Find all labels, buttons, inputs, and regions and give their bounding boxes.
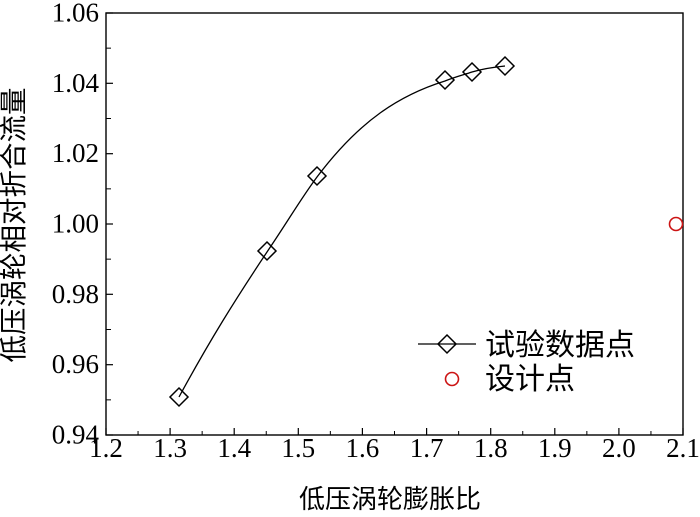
svg-text:1.06: 1.06 [52, 0, 99, 28]
svg-text:设计点: 设计点 [485, 363, 575, 396]
svg-text:低压涡轮膨胀比: 低压涡轮膨胀比 [299, 485, 481, 514]
svg-text:1.02: 1.02 [52, 138, 99, 168]
svg-text:1.9: 1.9 [538, 433, 572, 463]
svg-text:0.98: 0.98 [52, 279, 99, 309]
svg-text:1.8: 1.8 [474, 433, 508, 463]
svg-text:1.04: 1.04 [52, 68, 100, 98]
svg-text:0.94: 0.94 [52, 420, 100, 450]
svg-text:试验数据点: 试验数据点 [485, 329, 635, 362]
svg-text:1.4: 1.4 [217, 433, 251, 463]
svg-text:1.3: 1.3 [153, 433, 187, 463]
svg-text:2.0: 2.0 [602, 433, 636, 463]
svg-text:1.00: 1.00 [52, 209, 99, 239]
svg-text:低压涡轮相对折合流量: 低压涡轮相对折合流量 [0, 88, 29, 363]
svg-text:0.96: 0.96 [52, 349, 99, 379]
svg-text:1.5: 1.5 [281, 433, 315, 463]
svg-text:1.6: 1.6 [346, 433, 380, 463]
svg-text:2.1: 2.1 [666, 433, 700, 463]
svg-text:1.7: 1.7 [410, 433, 444, 463]
